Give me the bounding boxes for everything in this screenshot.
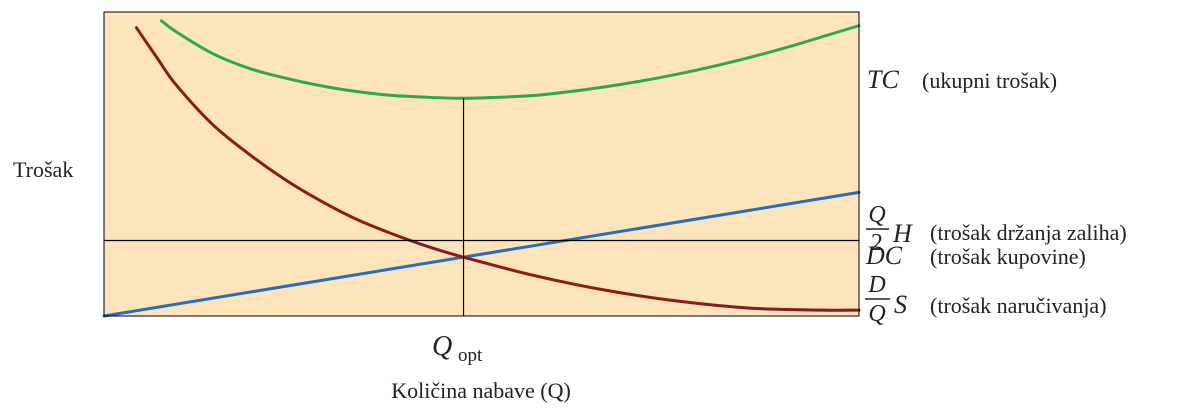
ordering-cost-line bbox=[134, 26, 861, 312]
ordering-fraction-top: D bbox=[867, 272, 885, 298]
dc-name: (trošak kupovine) bbox=[930, 244, 1086, 269]
tc-symbol: TC bbox=[867, 65, 899, 94]
q-opt-label: Q opt bbox=[432, 331, 483, 366]
ordering-symbol-after: S bbox=[894, 290, 907, 319]
x-axis-label: Količina nabave (Q) bbox=[391, 378, 571, 403]
legend-total-cost: TC (ukupni trošak) bbox=[867, 65, 1057, 94]
holding-name: (trošak držanja zaliha) bbox=[930, 220, 1127, 245]
total-cost-line bbox=[160, 19, 861, 100]
y-axis-label: Trošak bbox=[13, 157, 73, 182]
legend-holding-cost: Q 2 H (trošak držanja zaliha) bbox=[866, 202, 1127, 256]
q-opt-symbol: Q bbox=[432, 331, 452, 362]
plot-frame bbox=[103, 11, 860, 317]
legend-purchase-cost: DC (trošak kupovine) bbox=[865, 241, 1086, 270]
dc-symbol: DC bbox=[865, 241, 903, 270]
holding-fraction-top: Q bbox=[868, 202, 885, 228]
q-opt-subscript: opt bbox=[458, 345, 483, 366]
ordering-name: (trošak naručivanja) bbox=[930, 293, 1107, 318]
series-layer bbox=[102, 19, 861, 318]
holding-fraction-bottom: 2 bbox=[871, 230, 883, 256]
legend-ordering-cost: D Q S (trošak naručivanja) bbox=[865, 272, 1107, 327]
holding-symbol-after: H bbox=[892, 219, 913, 248]
ordering-fraction-bottom: Q bbox=[868, 301, 885, 327]
tc-name: (ukupni trošak) bbox=[922, 68, 1057, 93]
holding-cost-line bbox=[102, 190, 861, 318]
